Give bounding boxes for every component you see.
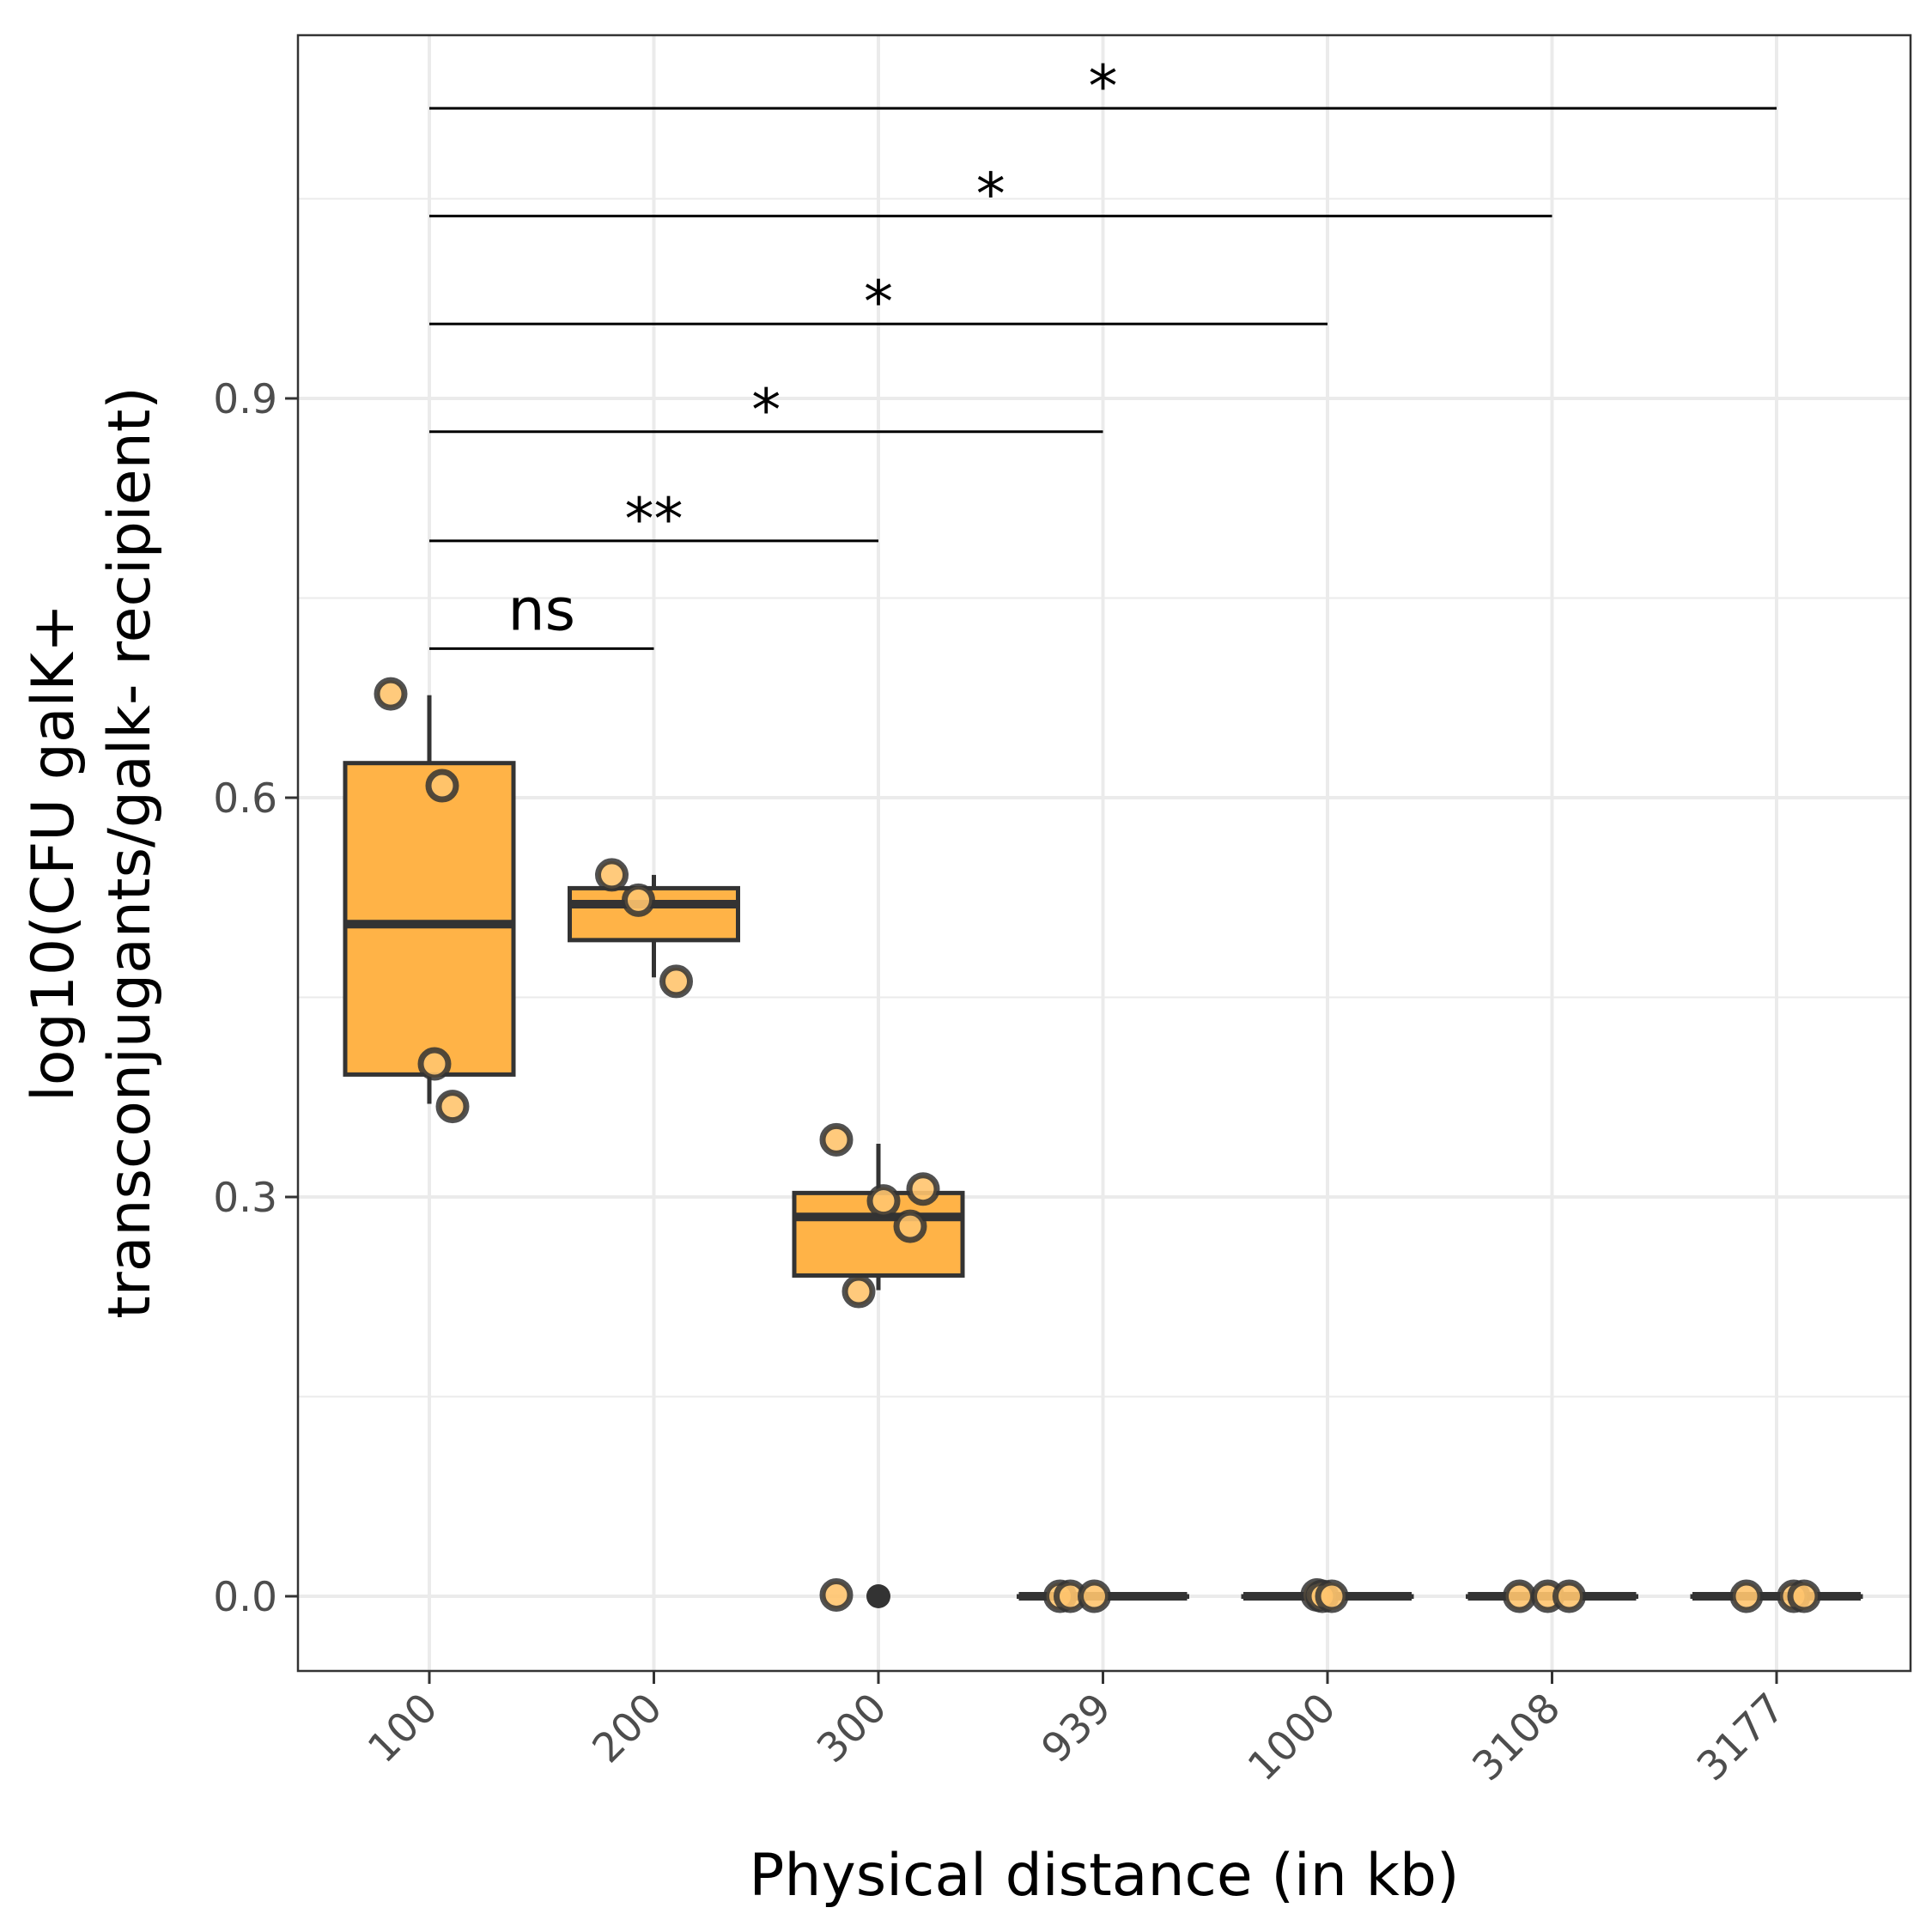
data-point [1729,1579,1764,1613]
y-axis-title-line-1: log10(CFU galK+ [20,604,88,1102]
data-point [841,1274,876,1309]
data-point [374,677,408,711]
data-points [374,677,1821,1613]
y-tick-label: 0.9 [213,376,277,423]
data-point [622,883,655,917]
y-tick-label: 0.6 [213,775,277,823]
data-point [819,1122,854,1157]
data-point [1078,1579,1111,1613]
x-axis-title: Physical distance (in kb) [749,1842,1459,1910]
data-point [1552,1579,1586,1613]
data-point [906,1172,940,1206]
y-tick-label: 0.0 [213,1574,277,1621]
data-point [893,1209,927,1243]
comparison-label: ns [507,576,575,644]
grid-lines [298,35,1911,1671]
comparison-label: * [864,269,893,337]
box-iqr [343,761,516,1077]
data-point [659,964,693,999]
y-axis-title-line-2: transconjugants/galk- recipient) [96,386,164,1319]
data-point [819,1577,854,1612]
comparison-label: * [1089,53,1118,121]
data-point [425,769,459,803]
comparison-label: * [976,161,1005,229]
box-outlier [866,1584,890,1608]
significance-comparisons: ns****** [429,53,1777,650]
data-point [595,858,629,892]
data-point [435,1090,470,1124]
data-point [1315,1579,1349,1613]
comparison-label: * [751,377,781,445]
data-point [866,1184,901,1218]
data-point [1787,1579,1821,1613]
comparison-label: ** [625,486,683,554]
data-point [1503,1579,1536,1613]
data-point [417,1047,452,1081]
y-tick-label: 0.3 [213,1175,277,1222]
